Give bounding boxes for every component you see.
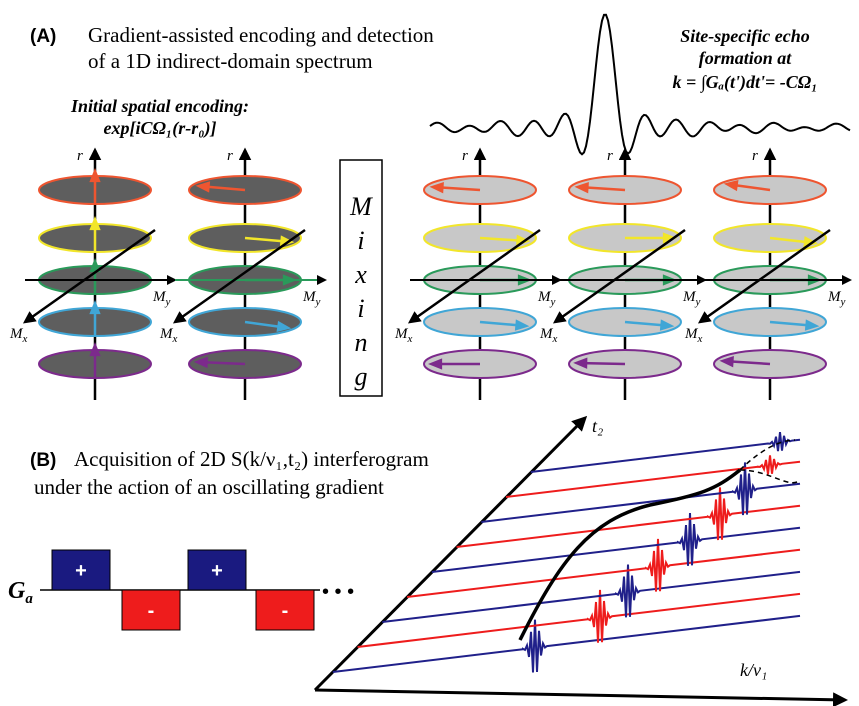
my-label: My [682, 289, 701, 308]
my-label: y [840, 296, 846, 308]
echo-title: Site-specific echo [680, 26, 809, 46]
gradient-symbol: Ga [8, 578, 33, 607]
mx-label: Mx [539, 326, 558, 345]
magnetization [204, 362, 245, 364]
t2-label: t₂ [592, 416, 603, 436]
pulse-sign: + [211, 560, 223, 582]
echo-title: formation at [699, 48, 793, 68]
mx-label: Mx [394, 326, 413, 345]
r-label: r [227, 148, 233, 164]
my-label: My [537, 289, 556, 308]
mixing-letter: i [357, 294, 364, 323]
pulse-sign: - [148, 600, 155, 622]
my-label: y [695, 296, 701, 308]
mixing-letter: i [357, 226, 364, 255]
mx-label: x [552, 333, 558, 345]
k-label: k/ν₁ [740, 660, 767, 680]
mx-label: Mx [159, 326, 178, 345]
r-label: r [462, 148, 468, 164]
r-label: r [77, 148, 83, 164]
mixing-letter: M [349, 192, 373, 221]
mx-label: x [697, 333, 703, 345]
mx-label: x [172, 333, 178, 345]
panel-b-label: (B) [30, 450, 56, 471]
encoding-title: Initial spatial encoding: [70, 96, 249, 116]
mixing-letter: n [355, 328, 368, 357]
gradient-symbol: G [8, 578, 26, 604]
k-axis [315, 690, 845, 700]
mx-label: x [22, 333, 28, 345]
interferogram-trace [333, 616, 800, 673]
r-label: r [607, 148, 613, 164]
panel-a-title: of a 1D indirect-domain spectrum [88, 49, 373, 73]
panel-a-label: (A) [30, 26, 56, 47]
pulse-sign: - [282, 600, 289, 622]
my-label: My [302, 289, 321, 308]
panel-b-title: under the action of an oscillating gradi… [34, 475, 384, 499]
echo-formula: k = ∫Gₐ(t')dt'= -CΩ₁ [672, 72, 817, 93]
r-label: r [752, 148, 758, 164]
my-label: My [827, 289, 846, 308]
encoding-formula: exp[iCΩ₁(r-r₀)] [104, 118, 217, 139]
mixing-letter: x [354, 260, 367, 289]
figure: (A) Gradient-assisted encoding and detec… [0, 0, 859, 706]
my-label: My [152, 289, 171, 308]
mx-label: Mx [9, 326, 28, 345]
mixing-letter: g [355, 362, 368, 391]
mx-label: x [407, 333, 413, 345]
mx-label: Mx [684, 326, 703, 345]
continuation: • • • [322, 581, 354, 603]
panel-a-title: Gradient-assisted encoding and detection [88, 23, 434, 47]
pulse-sign: + [75, 560, 87, 582]
my-label: y [165, 296, 171, 308]
panel-b-title: Acquisition of 2D S(k/ν₁,t₂) interferogr… [74, 447, 429, 471]
gradient-symbol: a [25, 591, 33, 607]
magnetization [583, 363, 625, 364]
my-label: y [550, 296, 556, 308]
my-label: y [315, 296, 321, 308]
